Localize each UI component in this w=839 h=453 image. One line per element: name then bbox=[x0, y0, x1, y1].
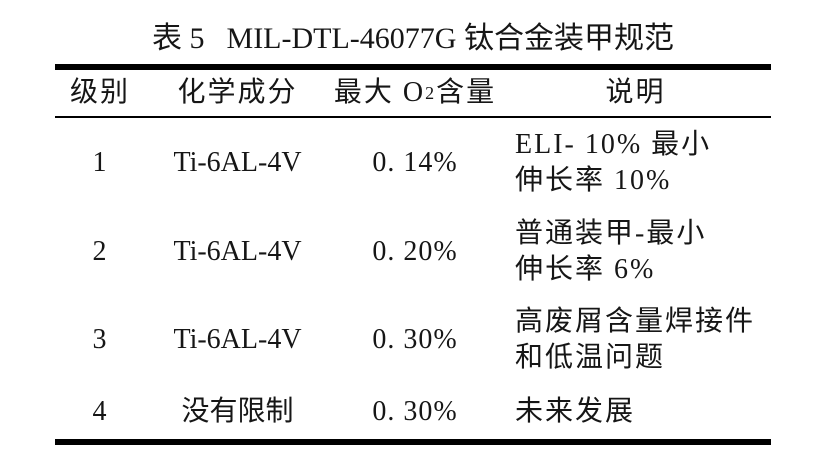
header-chemistry: 化学成分 bbox=[177, 77, 298, 109]
description-line-1: 高废屑含量焊接件 bbox=[515, 306, 756, 337]
oxygen-cell: 0. 14% bbox=[372, 147, 458, 179]
oxygen-cell: 0. 30% bbox=[372, 395, 458, 427]
description-line-2: 和低温问题 bbox=[515, 342, 666, 373]
header-divider-rule bbox=[55, 116, 771, 118]
table-top-rule bbox=[55, 64, 771, 70]
description-line-1: ELI- 10% 最小 bbox=[515, 129, 712, 160]
grade-cell: 3 bbox=[92, 324, 108, 356]
table-caption: 表 5 MIL-DTL-46077G 钛合金装甲规范 bbox=[55, 13, 771, 57]
header-oxygen-text: 最大 O bbox=[333, 77, 426, 109]
header-oxygen-text-suffix: 含量 bbox=[436, 77, 497, 109]
description-line-2: 伸长率 6% bbox=[515, 254, 656, 285]
oxygen-cell: 0. 20% bbox=[372, 236, 458, 268]
table-bottom-rule bbox=[55, 439, 771, 445]
chemistry-cell: Ti-6AL-4V bbox=[173, 147, 302, 179]
table-row-grade4: 4 没有限制 0. 30% 未来发展 bbox=[55, 384, 771, 439]
header-description: 说明 bbox=[605, 77, 666, 109]
chemistry-cell: Ti-6AL-4V bbox=[173, 236, 302, 268]
table-caption-number: 表 5 bbox=[152, 22, 205, 55]
description-cell: 高废屑含量焊接件 和低温问题 bbox=[500, 296, 771, 384]
header-grade: 级别 bbox=[69, 77, 130, 109]
chemistry-cell: 没有限制 bbox=[181, 395, 294, 427]
table-row-grade3: 3 Ti-6AL-4V 0. 30% 高废屑含量焊接件 和低温问题 bbox=[55, 296, 771, 384]
grade-cell: 4 bbox=[92, 395, 108, 427]
description-cell: ELI- 10% 最小 伸长率 10% bbox=[500, 118, 771, 208]
grade-cell: 2 bbox=[92, 236, 108, 268]
table-row-grade1: 1 Ti-6AL-4V 0. 14% ELI- 10% 最小 伸长率 10% bbox=[55, 118, 771, 208]
grade-cell: 1 bbox=[92, 147, 108, 179]
chemistry-cell: Ti-6AL-4V bbox=[173, 324, 302, 356]
description-line-2: 伸长率 10% bbox=[515, 165, 672, 196]
oxygen-cell: 0. 30% bbox=[372, 324, 458, 356]
table-row-grade2: 2 Ti-6AL-4V 0. 20% 普通装甲-最小 伸长率 6% bbox=[55, 208, 771, 296]
description-cell: 未来发展 bbox=[500, 384, 771, 439]
description-line-1: 普通装甲-最小 bbox=[515, 218, 707, 249]
table-caption-title: MIL-DTL-46077G 钛合金装甲规范 bbox=[226, 22, 674, 55]
description-line-1: 未来发展 bbox=[515, 395, 636, 427]
description-cell: 普通装甲-最小 伸长率 6% bbox=[500, 208, 771, 296]
